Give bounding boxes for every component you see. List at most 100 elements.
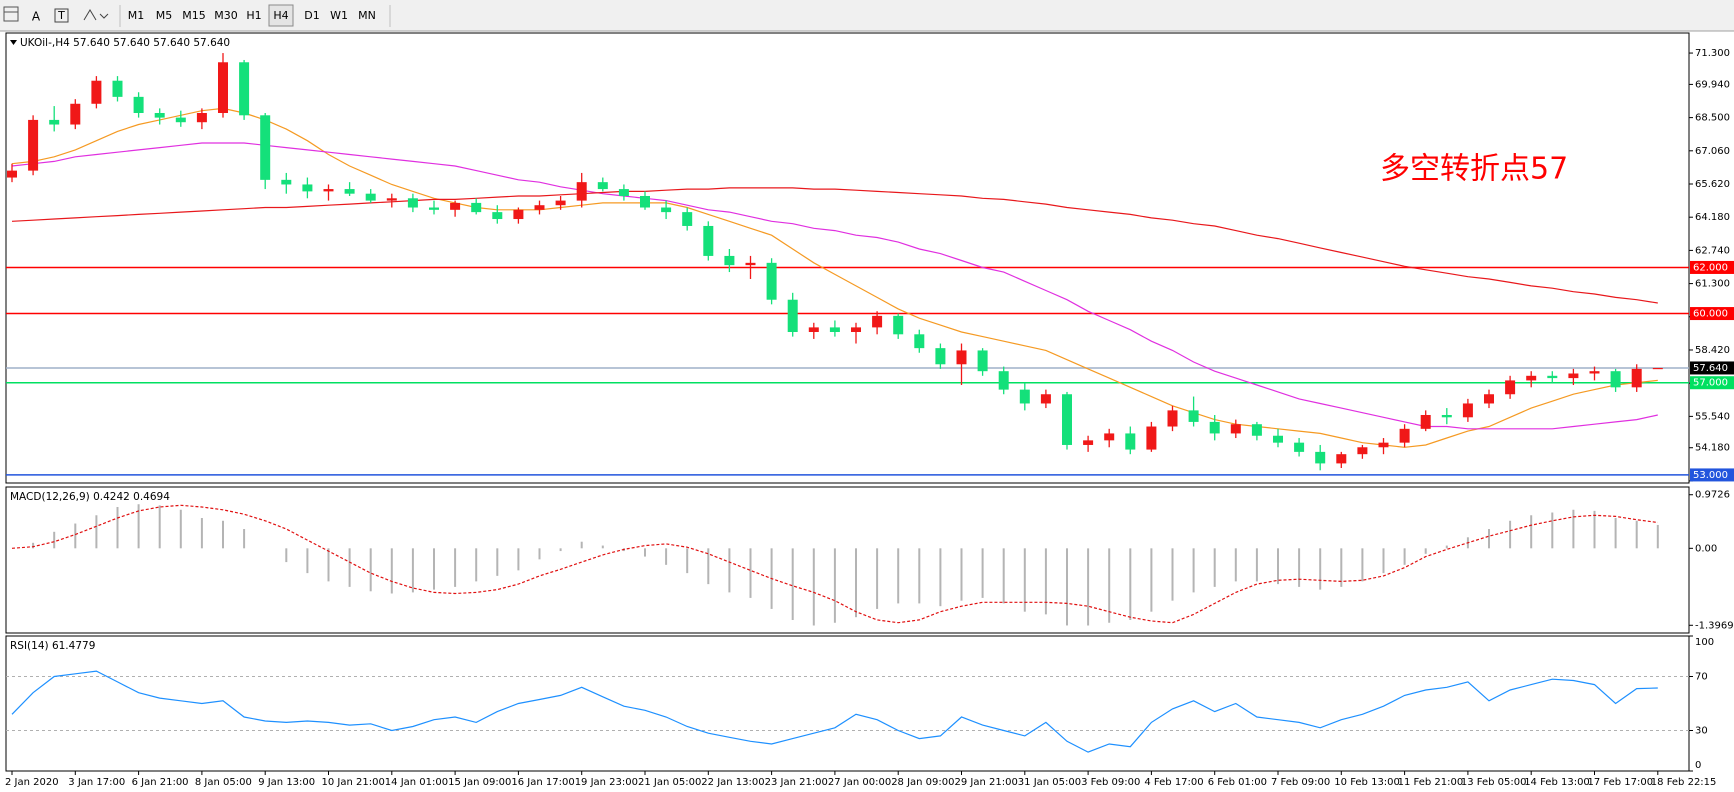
candle-body [724,255,735,266]
y-tick-label: 64.180 [1695,212,1730,223]
y-tick-label: 71.300 [1695,48,1730,59]
candle-body [1631,368,1642,388]
candle-body [640,195,650,208]
candle-body [1294,442,1305,452]
candle-body [344,189,355,194]
timeframe-button[interactable]: M30 [214,9,238,22]
timeframe-button[interactable]: M1 [128,9,145,22]
icon-shapes[interactable] [83,9,109,21]
candle-body [1462,403,1473,418]
candle-body [154,112,165,118]
x-tick-label: 15 Jan 09:00 [448,777,511,788]
candle-body [1188,410,1199,422]
candle-body [1399,428,1410,443]
candle-body [1589,371,1600,374]
candle-body [1378,442,1389,448]
timeframe-button[interactable]: W1 [330,9,348,22]
candle-body [977,350,988,372]
x-tick-label: 14 Jan 01:00 [385,777,448,788]
level-label-box [1690,307,1734,321]
candle-body [1040,394,1051,404]
candle-body [956,350,967,365]
x-tick-label: 16 Jan 17:00 [511,777,574,788]
level-label-box [1690,376,1734,390]
pane-title: UKOil-,H4 57.640 57.640 57.640 57.640 [20,37,230,49]
candle-body [218,62,228,113]
y-tick-label: 68.500 [1695,113,1730,124]
candle-body [1568,373,1579,379]
candle-body [323,189,334,192]
x-tick-label: 6 Jan 21:00 [132,777,189,788]
candle-body [893,315,904,335]
candle-body [766,262,777,300]
level-label: 57.000 [1693,378,1728,389]
candle-body [682,212,693,226]
candle-body [745,262,756,266]
candle-body [1610,371,1621,388]
icon-text-box[interactable] [54,8,69,23]
candle-body [91,80,102,104]
macd-signal-line [11,504,1658,624]
candle-body [513,209,524,220]
x-tick-label: 23 Jan 21:00 [765,777,828,788]
pane-frame [5,486,1690,634]
level-label: 57.640 [1693,363,1728,374]
x-tick-label: 3 Feb 09:00 [1081,777,1140,788]
timeframe-button[interactable]: MN [358,9,376,22]
candle-body [534,205,545,210]
candle-body [597,182,608,190]
timeframe-button[interactable]: M5 [156,9,173,22]
candle-body [1505,380,1516,395]
candle-body [302,184,313,192]
toolbar-text-tool[interactable]: A [32,10,41,24]
level-label: 60.000 [1693,309,1728,320]
candle-body [386,198,397,201]
candle-body [1083,440,1094,445]
candle-body [70,103,81,125]
candle-body [1420,414,1431,429]
pane-title: RSI(14) 61.4779 [10,640,95,652]
candle-body [1019,389,1030,404]
timeframe-button[interactable]: D1 [304,9,319,22]
rsi-line [11,670,1658,753]
candle-body [829,327,840,333]
candle-body [133,96,144,113]
candle-body [7,170,17,178]
timeframe-button[interactable]: H4 [273,9,288,22]
y-tick-label: 30 [1695,726,1708,737]
x-tick-label: 9 Jan 13:00 [258,777,315,788]
timeframe-button[interactable]: H1 [246,9,261,22]
y-tick-label: 0.9726 [1695,490,1730,501]
y-tick-label: 54.180 [1695,443,1730,454]
level-label-box [1690,260,1734,274]
pane-frame [5,32,1690,484]
icon-text-t: T [57,9,65,22]
x-tick-label: 3 Jan 17:00 [68,777,125,788]
x-tick-label: 10 Feb 13:00 [1334,777,1400,788]
candle-body [808,327,819,333]
level-label: 62.000 [1693,262,1728,273]
candle-body [1336,454,1347,464]
title-arrow [10,40,17,45]
candle-body [787,299,798,333]
candle-body [260,115,271,180]
candle-body [1441,414,1452,418]
icon-cursor[interactable] [3,6,19,22]
x-tick-label: 10 Jan 21:00 [322,777,385,788]
x-tick-label: 2 Jan 2020 [5,777,59,788]
x-tick-label: 14 Feb 13:00 [1524,777,1590,788]
y-tick-label: -1.3969 [1695,620,1734,631]
timeframe-button[interactable]: M15 [182,9,206,22]
candle-body [555,200,566,206]
candle-body [281,179,292,185]
candle-body [112,80,123,97]
x-tick-label: 4 Feb 17:00 [1144,777,1203,788]
x-tick-label: 21 Jan 05:00 [638,777,701,788]
candle-body [914,334,925,349]
level-label-box [1690,468,1734,482]
annotation: 多空转折点57 [1380,152,1568,187]
toolbar-icons: T [3,5,121,27]
timeframe-button-active[interactable] [268,4,294,27]
candle-body [1357,447,1368,455]
